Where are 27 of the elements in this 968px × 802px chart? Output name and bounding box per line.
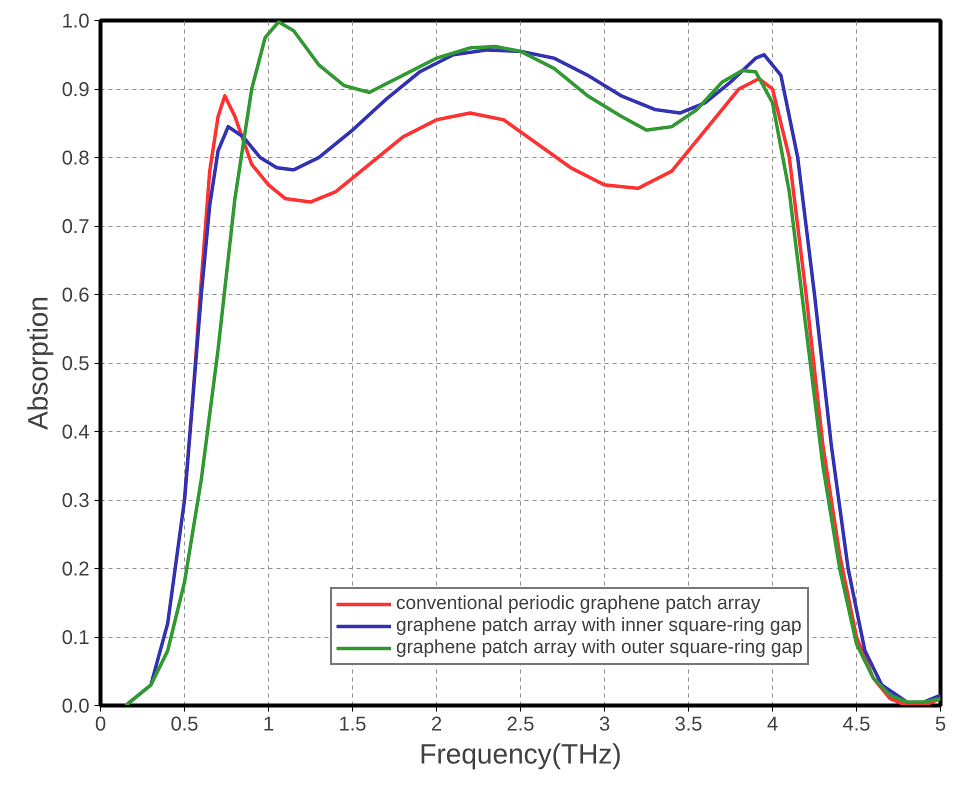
- x-tick-label: 4.5: [842, 714, 870, 736]
- legend-label: conventional periodic graphene patch array: [396, 593, 760, 615]
- y-tick-label: 0.5: [62, 353, 90, 375]
- y-tick-label: 0.1: [62, 627, 90, 649]
- legend-label: graphene patch array with outer square-ring gap: [396, 637, 803, 659]
- y-tick-label: 0.2: [62, 558, 90, 580]
- x-tick-label: 2.5: [506, 714, 534, 736]
- x-tick-label: 3.5: [674, 714, 702, 736]
- x-axis-title: Frequency(THz): [419, 738, 622, 770]
- x-tick-label: 1: [262, 714, 274, 736]
- y-tick-label: 0.9: [62, 79, 90, 101]
- x-tick-label: 2: [430, 714, 442, 736]
- x-tick-label: 3: [598, 714, 610, 736]
- x-tick-label: 4: [766, 714, 778, 736]
- y-tick-label: 0.3: [62, 490, 90, 512]
- y-tick-label: 0.7: [62, 216, 90, 238]
- y-tick-label: 0.4: [62, 422, 90, 444]
- legend-label: graphene patch array with inner square-ring gap: [396, 615, 802, 637]
- y-tick-label: 0.0: [62, 696, 90, 718]
- y-axis-title: Absorption: [22, 296, 54, 430]
- x-tick-label: 1.5: [338, 714, 366, 736]
- x-tick-label: 0.5: [170, 714, 198, 736]
- y-tick-label: 1.0: [62, 10, 90, 32]
- y-tick-label: 0.8: [62, 148, 90, 170]
- y-tick-label: 0.6: [62, 284, 90, 306]
- x-tick-label: 0: [94, 714, 106, 736]
- x-tick-label: 5: [934, 714, 946, 736]
